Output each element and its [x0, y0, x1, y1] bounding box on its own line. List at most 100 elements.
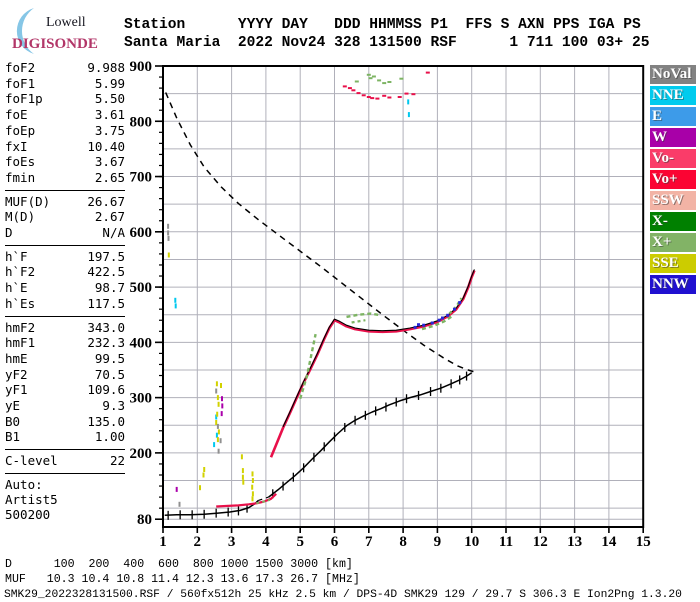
parameter-value: 422.5 [87, 264, 125, 280]
parameter-value: 343.0 [87, 319, 125, 335]
parameter-value: 10.40 [87, 138, 125, 154]
echo-dots-red-top [411, 93, 416, 96]
x-trace-rise [299, 333, 317, 400]
y-tick-label-300: 300 [130, 391, 153, 407]
x-tick-label-12: 12 [533, 534, 548, 550]
echo-dots-blue [458, 301, 462, 305]
parameter-label: h`E [5, 280, 28, 296]
panel-separator [5, 244, 125, 246]
x-trace-right [421, 314, 454, 331]
echo-dots-red-top [356, 92, 361, 95]
x-tick-label-9: 9 [434, 534, 442, 550]
parameter-label: hmE [5, 350, 28, 366]
parameter-row-he: h`E 98.7 [5, 280, 125, 296]
parameter-label: hmF1 [5, 335, 36, 351]
parameter-label: foF1p [5, 91, 43, 107]
echo-dots-yellow [202, 472, 205, 478]
parameter-row-clevel: C-level 22 [5, 453, 125, 469]
echo-dots-green-top [366, 73, 371, 76]
parameter-label: B0 [5, 413, 21, 429]
parameter-value: 109.6 [87, 382, 125, 398]
parameter-label: yF2 [5, 366, 28, 382]
echo-dots-red-top [382, 94, 387, 97]
muf-row: MUF 10.3 10.4 10.8 11.4 12.3 13.6 17.3 2… [5, 573, 360, 586]
echo-dots-blue [446, 313, 450, 317]
e-trace-o-mode [216, 493, 277, 508]
echo-dots-green-top [387, 81, 392, 83]
parameter-label: B1 [5, 429, 21, 445]
parameter-row-hes: h`Es 117.5 [5, 296, 125, 312]
echo-dots-red-top [342, 85, 347, 88]
parameter-row-yf2: yF2 70.5 [5, 367, 125, 383]
echo-dots-yellow [220, 383, 222, 388]
echo-dots-green-top [382, 82, 387, 85]
x-tick-label-11: 11 [499, 534, 513, 550]
parameter-row-fof2: foF2 9.988 [5, 60, 125, 76]
echo-dots-cyan [174, 303, 177, 309]
legend-chip-nnw: NNW [650, 275, 696, 294]
parameter-value: 5.50 [94, 91, 125, 107]
x-trace-flat-upper [346, 312, 381, 319]
parameter-label: foF1 [5, 75, 36, 91]
x-tick-label-10: 10 [464, 534, 479, 550]
legend-chip-vo: Vo+ [650, 170, 696, 189]
legend-chip-ssw: SSW [650, 191, 696, 210]
x-tick-label-5: 5 [296, 534, 304, 550]
parameter-label: foF2 [5, 60, 36, 75]
y-tick-label-80: 80 [137, 512, 152, 528]
legend-chip-w: W [650, 128, 696, 147]
parameter-row-d: D N/A [5, 225, 125, 241]
parameter-value: 9.988 [87, 60, 125, 75]
parameter-value: 3.75 [94, 122, 125, 138]
parameter-value: 99.5 [94, 350, 125, 366]
true-height-profile-gap [258, 496, 269, 501]
echo-color-legend: NoVal NNE E W Vo- Vo+ SSW X- X+ SSE NNW [650, 65, 696, 296]
parameter-row-fmin: fmin 2.65 [5, 170, 125, 186]
parameter-row-hf: h`F 197.5 [5, 249, 125, 265]
parameter-value: 26.67 [87, 193, 125, 209]
echo-dots-yellow [251, 496, 254, 502]
echo-dots-red-top [397, 96, 402, 98]
echo-dots-blue [437, 318, 441, 322]
echo-dots-cyan [407, 112, 410, 118]
panel-separator [5, 315, 125, 317]
parameter-value: 3.61 [94, 107, 125, 123]
echo-dots-yellow [240, 454, 243, 460]
echo-dots-green-top [368, 77, 373, 80]
header-values: Santa Maria 2022 Nov24 328 131500 RSF 1 … [124, 34, 650, 51]
panel-separator [5, 189, 125, 191]
parameter-label: yE [5, 398, 21, 414]
parameter-label: h`Es [5, 295, 36, 311]
echo-dots-yellow [242, 479, 245, 485]
header-column-titles: Station YYYY DAY DDD HHMMSS P1 FFS S AXN… [124, 17, 641, 33]
measurement-header: Station YYYY DAY DDD HHMMSS P1 FFS S AXN… [124, 17, 649, 52]
x-tick-label-1: 1 [159, 534, 167, 550]
echo-dots-yellow [216, 395, 219, 401]
legend-chip-e: E [650, 107, 696, 126]
y-tick-label-600: 600 [130, 225, 153, 241]
echo-dots-red-top [387, 96, 392, 99]
legend-chip-sse: SSE [650, 254, 696, 273]
parameter-row-hmf1: hmF1 232.3 [5, 335, 125, 351]
echo-dots-blue [417, 323, 420, 327]
echo-dots-green-top [354, 80, 359, 83]
echo-dots-red-top [370, 97, 375, 100]
parameter-label: foEs [5, 154, 36, 170]
echo-dots-cyan [215, 432, 218, 438]
parameter-row-hf2: h`F2 422.5 [5, 264, 125, 280]
echo-dots-red-top [404, 92, 409, 95]
parameter-value: 3.67 [94, 154, 125, 170]
echo-dots-magenta [221, 403, 224, 409]
legend-chip-x: X- [650, 212, 696, 231]
echo-dots-yellow [251, 478, 254, 483]
echo-dots-yellow [251, 484, 254, 490]
parameter-label: hmF2 [5, 319, 36, 335]
parameter-value: 117.5 [87, 295, 125, 311]
parameter-label: h`F2 [5, 264, 36, 280]
scaled-parameters-panel: foF2 9.988 foF1 5.99 foF1p 5.50 foE 3.61 foEp 3.7… [5, 60, 125, 522]
parameter-value: 5.99 [94, 75, 125, 91]
y-tick-label-500: 500 [130, 280, 153, 296]
parameter-label: MUF(D) [5, 193, 51, 209]
